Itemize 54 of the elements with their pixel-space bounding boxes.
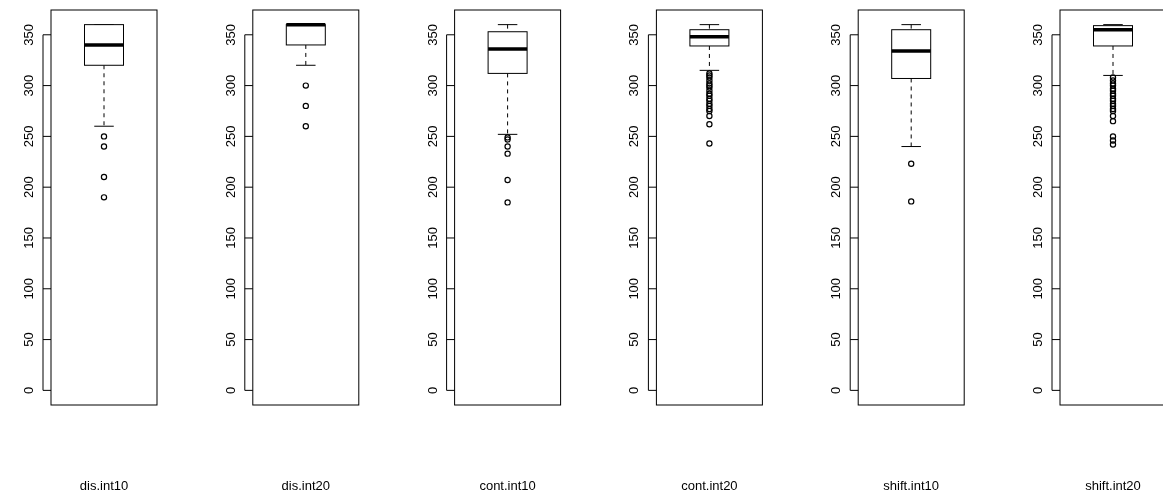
y-tick-label: 150 — [1030, 227, 1045, 249]
y-tick-label: 50 — [626, 332, 642, 347]
y-tick-label: 250 — [222, 125, 238, 148]
y-tick-label: 150 — [21, 227, 36, 249]
y-tick-label: 50 — [424, 332, 440, 347]
x-tick-label: shift.int20 — [1085, 478, 1141, 493]
y-tick-label: 50 — [21, 332, 36, 347]
y-tick-label: 350 — [1030, 23, 1045, 46]
y-tick-label: 0 — [21, 386, 36, 394]
y-tick-label: 200 — [424, 176, 440, 199]
y-tick-label: 150 — [222, 227, 238, 249]
y-tick-label: 350 — [626, 23, 642, 46]
x-tick-label: cont.int20 — [681, 478, 738, 493]
y-tick-label: 100 — [1030, 277, 1045, 300]
y-tick-label: 250 — [424, 125, 440, 148]
y-tick-label: 0 — [626, 386, 642, 394]
x-tick-label: shift.int10 — [883, 478, 940, 493]
y-tick-label: 300 — [222, 74, 238, 97]
x-tick-label: cont.int10 — [479, 478, 536, 493]
y-tick-label: 0 — [222, 386, 238, 394]
y-tick-label: 300 — [21, 74, 36, 97]
y-tick-label: 250 — [626, 125, 642, 148]
y-tick-label: 0 — [1030, 386, 1045, 394]
y-tick-label: 250 — [828, 125, 844, 148]
x-tick-label: dis.int20 — [281, 478, 331, 493]
y-tick-label: 100 — [21, 277, 36, 300]
y-tick-label: 0 — [424, 386, 440, 394]
y-tick-label: 100 — [828, 277, 844, 300]
y-tick-label: 150 — [424, 227, 440, 249]
y-tick-label: 150 — [828, 227, 844, 249]
y-tick-label: 300 — [626, 74, 642, 97]
y-tick-label: 250 — [1030, 125, 1045, 148]
y-tick-label: 150 — [626, 227, 642, 249]
y-tick-label: 100 — [424, 277, 440, 300]
x-tick-label: dis.int10 — [79, 478, 129, 493]
y-tick-label: 350 — [222, 23, 238, 46]
y-tick-label: 100 — [626, 277, 642, 300]
y-tick-label: 200 — [21, 176, 36, 199]
y-tick-label: 200 — [1030, 176, 1045, 199]
y-tick-label: 250 — [21, 125, 36, 148]
y-tick-label: 200 — [626, 176, 642, 199]
y-tick-label: 200 — [222, 176, 238, 199]
y-tick-label: 100 — [222, 277, 238, 300]
y-tick-label: 200 — [828, 176, 844, 199]
y-tick-label: 350 — [828, 23, 844, 46]
y-tick-label: 50 — [1030, 332, 1045, 347]
y-tick-label: 50 — [222, 332, 238, 347]
y-tick-label: 300 — [828, 74, 844, 97]
y-tick-label: 300 — [424, 74, 440, 97]
y-tick-label: 350 — [21, 23, 36, 46]
y-tick-label: 50 — [828, 332, 844, 347]
y-tick-label: 350 — [424, 23, 440, 46]
y-tick-label: 300 — [1030, 74, 1045, 97]
y-tick-label: 0 — [828, 386, 844, 394]
